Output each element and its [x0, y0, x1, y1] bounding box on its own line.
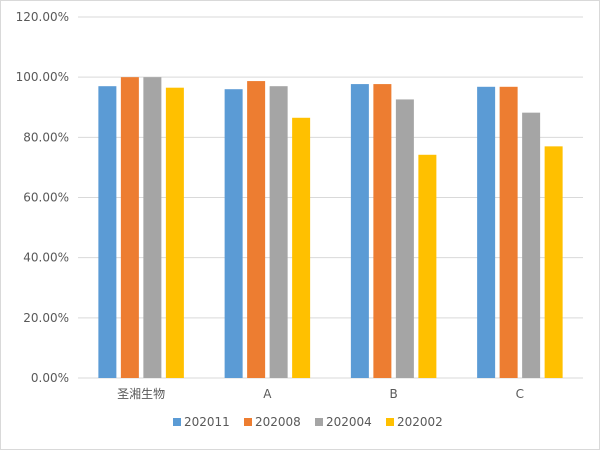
legend-swatch: [315, 418, 323, 426]
bar-202008: [247, 81, 266, 378]
legend-label: 202002: [397, 415, 443, 429]
y-tick-label: 0.00%: [31, 371, 69, 385]
x-tick-label: A: [263, 387, 272, 401]
x-tick-label: C: [516, 387, 524, 401]
x-tick-label: 圣湘生物: [117, 386, 165, 401]
bar-202004: [143, 77, 162, 379]
y-tick-label: 40.00%: [23, 251, 69, 265]
bar-202008: [499, 86, 518, 378]
y-tick-label: 20.00%: [23, 311, 69, 325]
bar-202011: [224, 89, 243, 378]
legend-swatch: [386, 418, 394, 426]
bar-202011: [98, 86, 117, 379]
legend-swatch: [173, 418, 181, 426]
legend-label: 202008: [255, 415, 301, 429]
legend-label: 202004: [326, 415, 372, 429]
x-tick-label: B: [390, 387, 398, 401]
bar-202002: [418, 154, 437, 378]
y-tick-label: 120.00%: [16, 10, 69, 24]
bar-202011: [477, 86, 496, 378]
bar-202004: [269, 86, 288, 379]
bar-202008: [120, 77, 139, 379]
bar-202004: [522, 112, 541, 378]
legend-swatch: [244, 418, 252, 426]
legend-label: 202011: [184, 415, 230, 429]
bar-202011: [350, 84, 369, 379]
bar-202002: [544, 146, 563, 378]
bar-202008: [373, 84, 392, 379]
y-tick-label: 100.00%: [16, 70, 69, 84]
y-tick-label: 80.00%: [23, 130, 69, 144]
bar-202002: [292, 117, 311, 378]
y-tick-label: 60.00%: [23, 191, 69, 205]
bar-202004: [395, 99, 414, 378]
bar-202002: [165, 87, 184, 378]
